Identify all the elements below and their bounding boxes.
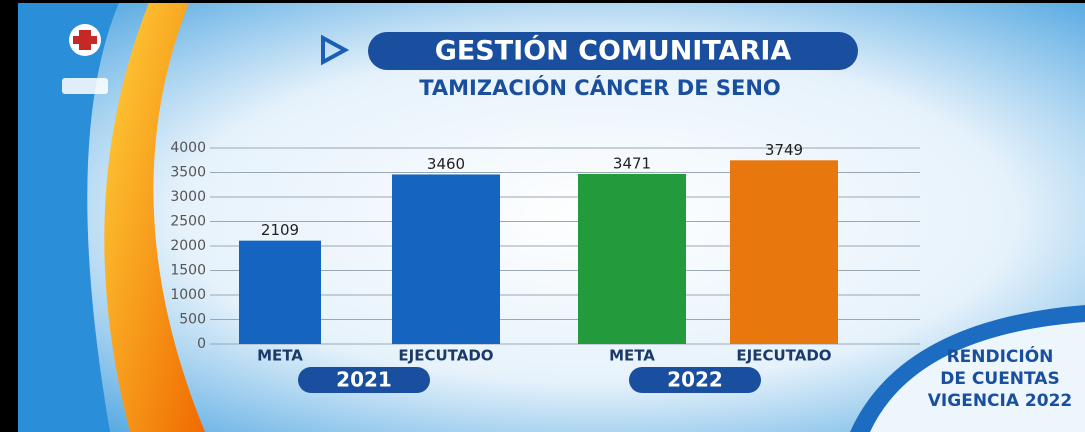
left-blue [18,0,120,432]
value-label: 3749 [765,141,803,159]
chart-subtitle: TAMIZACIÓN CÁNCER DE SENO [419,75,781,100]
logo-2 [62,78,108,94]
bar [730,160,838,344]
bar [392,174,500,344]
group-pill [629,367,761,393]
y-tick-label: 2500 [170,214,206,230]
value-label: 2109 [261,221,299,239]
value-label: 3471 [613,154,651,172]
title-arrow [321,34,350,66]
y-tick-label: 0 [197,336,206,352]
border-top [0,0,1085,3]
y-tick-label: 3500 [170,165,206,181]
badge-text: DE CUENTAS [940,369,1059,389]
x-tick-label: EJECUTADO [398,347,493,365]
y-tick-label: 4000 [170,140,206,156]
chart-title: GESTIÓN COMUNITARIA [435,35,792,67]
y-tick-label: 1000 [170,287,206,303]
group-label: 2021 [336,368,392,392]
bar [239,240,321,344]
badge-text: RENDICIÓN [947,345,1054,367]
value-label: 3460 [427,155,465,173]
logo-cross [73,30,97,50]
y-tick-label: 3000 [170,189,206,205]
y-tick-label: 500 [179,312,206,328]
title-pill [368,32,858,70]
group-pill [298,367,430,393]
y-tick-label: 1500 [170,263,206,279]
group-label: 2022 [667,368,723,392]
x-tick-label: EJECUTADO [736,347,831,365]
border-left [0,0,18,432]
badge-inner [870,322,1085,432]
orange-swoosh [104,0,205,432]
badge-text: VIGENCIA 2022 [928,391,1072,411]
x-tick-label: META [609,347,655,365]
bar [578,173,686,344]
y-tick-label: 2000 [170,238,206,254]
x-tick-label: META [257,347,303,365]
